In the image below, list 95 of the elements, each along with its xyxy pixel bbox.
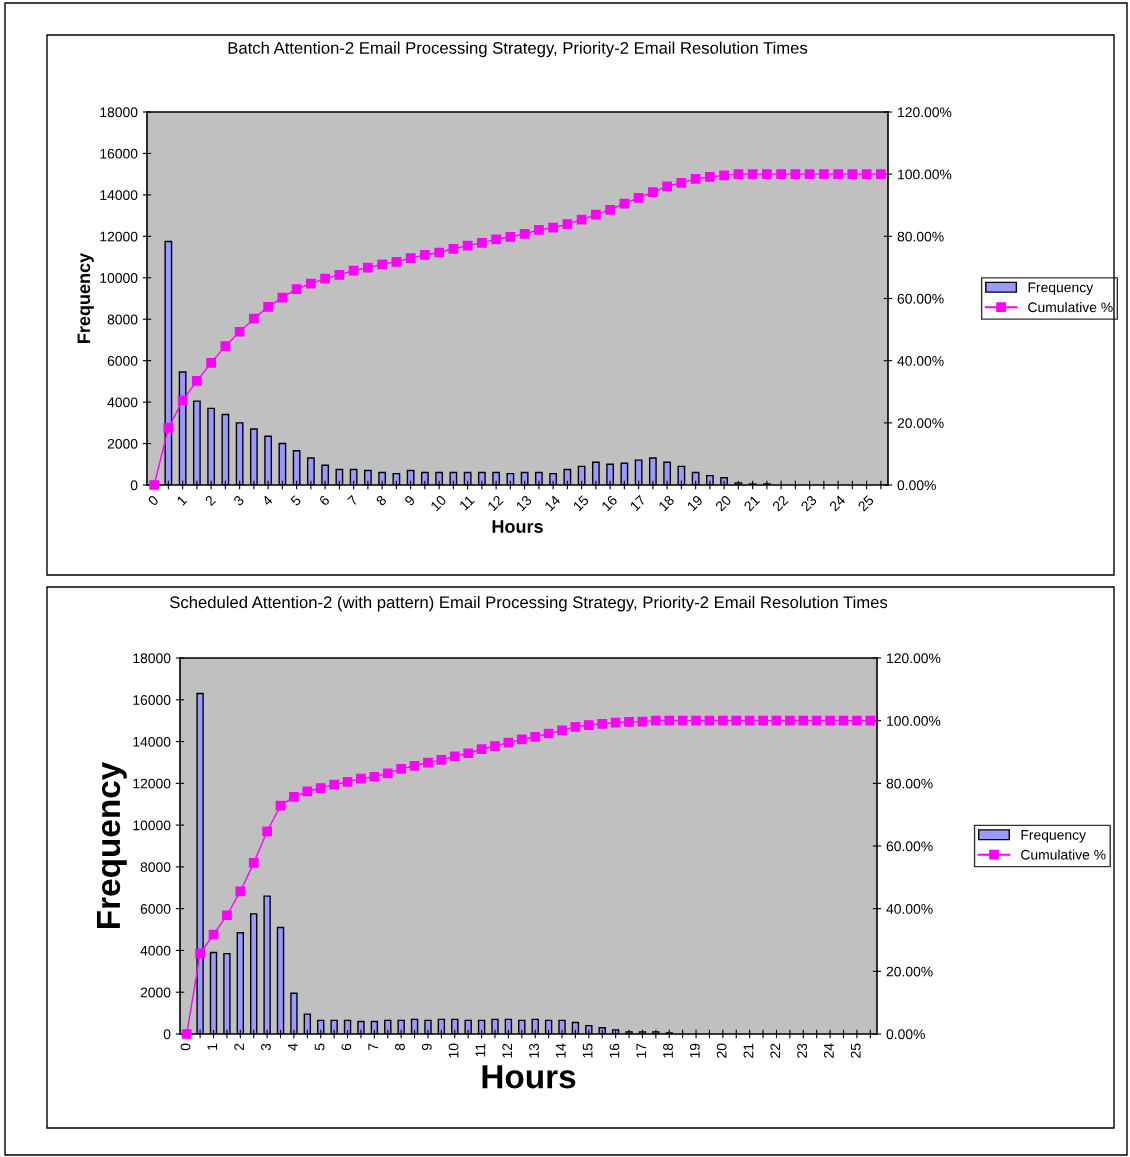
y-tick-label: 0 xyxy=(130,480,138,491)
x-tick-label: 25 xyxy=(857,494,875,512)
x-tick-label: 22 xyxy=(770,1043,781,1058)
x-tick-label: 21 xyxy=(743,494,761,512)
y-tick-label: 18000 xyxy=(133,653,171,664)
x-tick-label: 6 xyxy=(341,1043,352,1051)
x-tick-label: 10 xyxy=(448,1043,459,1058)
x-tick-label: 19 xyxy=(689,1043,700,1058)
y2-tick-label: 0.00% xyxy=(886,1029,925,1040)
x-tick-label: 20 xyxy=(716,1043,727,1058)
x-tick-label: 2 xyxy=(234,1043,244,1051)
y-tick-label: 18000 xyxy=(100,107,138,118)
legend-label: Cumulative % xyxy=(1028,301,1113,313)
x-tick-label: 12 xyxy=(502,1043,512,1058)
x-tick-label: 8 xyxy=(375,494,388,507)
x-tick-label: 14 xyxy=(544,494,561,512)
x-tick-label: 7 xyxy=(347,494,359,507)
y-tick-label: 2000 xyxy=(107,438,138,449)
x-tick-label: 19 xyxy=(686,494,704,512)
y-tick-label: 14000 xyxy=(100,190,138,201)
y-tick-label: 8000 xyxy=(107,314,138,325)
x-tick-label: 17 xyxy=(629,494,647,512)
y-tick-label: 14000 xyxy=(133,736,171,747)
x-tick-label: 18 xyxy=(658,494,675,512)
y-tick-label: 12000 xyxy=(100,231,138,242)
x-axis-title: Hours xyxy=(482,1065,576,1089)
y-tick-label: 0 xyxy=(163,1029,171,1040)
y2-tick-label: 120.00% xyxy=(898,107,952,118)
y-axis-title: Frequency xyxy=(96,761,127,929)
x-tick-label: 24 xyxy=(828,494,846,512)
y2-tick-label: 40.00% xyxy=(886,904,933,914)
x-tick-label: 11 xyxy=(475,1043,486,1057)
y-tick-label: 4000 xyxy=(107,397,138,408)
legend-label: Cumulative % xyxy=(1021,849,1106,860)
chart-title: Scheduled Attention-2 (with pattern) Email Processing Strategy, Priority-2 Email Resolution Times xyxy=(170,595,888,612)
x-tick-label: 23 xyxy=(797,1043,808,1058)
x-tick-label: 4 xyxy=(287,1043,298,1051)
y2-tick-label: 40.00% xyxy=(897,356,944,366)
legend-label: Frequency xyxy=(1021,830,1086,843)
x-tick-label: 20 xyxy=(714,494,732,512)
x-tick-label: 0 xyxy=(180,1043,191,1051)
y-tick-label: 12000 xyxy=(133,778,171,789)
legend-label: Frequency xyxy=(1028,282,1094,296)
x-tick-label: 13 xyxy=(515,494,533,512)
x-tick-label: 2 xyxy=(204,494,216,507)
y2-tick-label: 60.00% xyxy=(886,841,933,852)
x-tick-label: 7 xyxy=(368,1043,378,1051)
x-tick-label: 1 xyxy=(207,1043,218,1050)
y2-tick-label: 20.00% xyxy=(897,418,944,428)
x-tick-label: 13 xyxy=(529,1043,539,1058)
x-tick-label: 3 xyxy=(232,494,245,507)
x-axis-title: Hours xyxy=(492,520,543,533)
x-tick-label: 9 xyxy=(404,494,416,507)
chart-title: Batch Attention-2 Email Processing Strategy, Priority-2 Email Resolution Times xyxy=(228,41,808,58)
y-tick-label: 10000 xyxy=(100,273,138,283)
x-tick-label: 16 xyxy=(609,1043,620,1058)
x-tick-label: 21 xyxy=(743,1043,754,1058)
y-tick-label: 10000 xyxy=(133,820,171,831)
x-tick-label: 25 xyxy=(850,1043,861,1058)
y-tick-label: 6000 xyxy=(140,904,171,914)
x-tick-label: 6 xyxy=(318,494,331,507)
y-axis-title: Frequency xyxy=(77,252,94,343)
x-tick-label: 5 xyxy=(314,1043,325,1051)
x-tick-label: 15 xyxy=(582,1043,593,1058)
y-tick-label: 6000 xyxy=(107,356,138,366)
y-tick-label: 8000 xyxy=(140,862,171,873)
y2-tick-label: 80.00% xyxy=(897,231,944,242)
x-tick-label: 8 xyxy=(395,1043,405,1051)
y-tick-label: 16000 xyxy=(100,148,138,159)
y2-tick-label: 100.00% xyxy=(887,716,941,726)
x-tick-label: 24 xyxy=(823,1043,834,1058)
x-tick-label: 15 xyxy=(572,494,590,512)
y-tick-label: 2000 xyxy=(140,987,171,998)
y2-tick-label: 100.00% xyxy=(898,169,952,180)
y-tick-label: 16000 xyxy=(133,695,171,705)
x-tick-label: 18 xyxy=(663,1043,673,1058)
y2-tick-label: 0.00% xyxy=(897,480,936,491)
x-tick-label: 1 xyxy=(176,494,188,506)
x-tick-label: 16 xyxy=(601,494,618,512)
x-tick-label: 17 xyxy=(636,1043,647,1058)
x-tick-label: 3 xyxy=(261,1043,271,1051)
x-tick-label: 11 xyxy=(459,494,475,511)
x-tick-label: 12 xyxy=(487,494,504,512)
y2-tick-label: 120.00% xyxy=(887,653,941,664)
x-tick-label: 4 xyxy=(261,494,274,507)
y2-tick-label: 20.00% xyxy=(886,966,933,977)
x-tick-label: 22 xyxy=(771,494,789,512)
y2-tick-label: 80.00% xyxy=(886,778,933,789)
x-tick-label: 5 xyxy=(290,494,302,507)
y-tick-label: 4000 xyxy=(140,945,171,956)
x-tick-label: 10 xyxy=(430,494,447,512)
x-tick-label: 9 xyxy=(421,1043,432,1051)
x-tick-label: 14 xyxy=(556,1043,566,1058)
x-tick-label: 23 xyxy=(800,494,818,512)
y2-tick-label: 60.00% xyxy=(897,293,944,304)
